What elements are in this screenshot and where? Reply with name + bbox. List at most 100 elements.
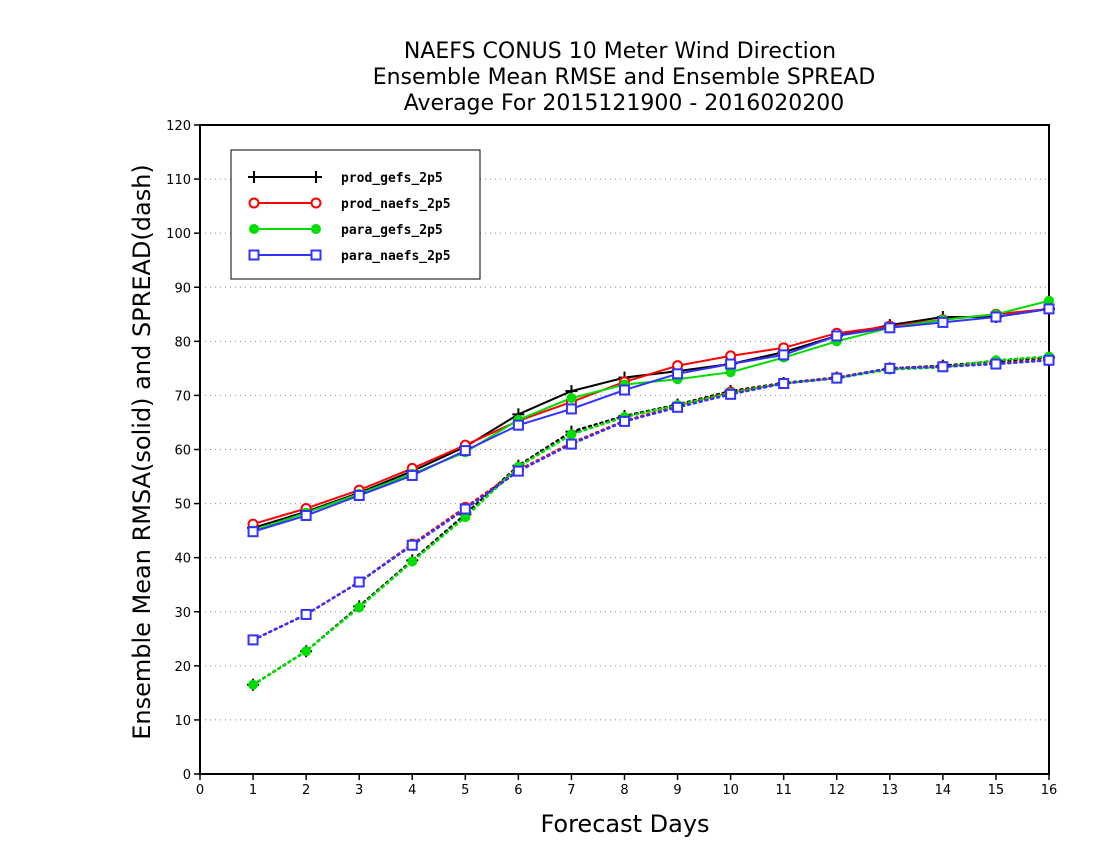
- rmse-line-prod_gefs_2p5: [252, 307, 1050, 529]
- spread-point-para_gefs_2p5: [248, 679, 259, 690]
- spread-point-para_naefs_2p5: [672, 401, 684, 413]
- y-tick-label: 60: [174, 444, 191, 459]
- legend-label-para_naefs_2p5: para_naefs_2p5: [341, 249, 451, 264]
- x-tick-label: 5: [461, 783, 469, 798]
- y-tick-label: 90: [174, 281, 191, 296]
- legend-box: [230, 149, 481, 280]
- x-tick-label: 7: [567, 783, 575, 798]
- legend-marker-para_gefs_2p5: [311, 224, 321, 234]
- rmse-point-para_naefs_2p5: [990, 311, 1002, 323]
- chart-title: NAEFS CONUS 10 Meter Wind Direction Ense…: [373, 39, 876, 116]
- spread-point-para_naefs_2p5: [353, 576, 365, 588]
- legend-label-para_gefs_2p5: para_gefs_2p5: [341, 223, 443, 238]
- rmse-line-prod_naefs_2p5: [252, 307, 1050, 526]
- spread-point-para_naefs_2p5: [247, 634, 259, 646]
- rmse-point-para_naefs_2p5: [512, 419, 524, 431]
- spread-point-para_gefs_2p5: [301, 646, 312, 657]
- x-tick-label: 8: [620, 783, 628, 798]
- y-tick-label: 50: [174, 498, 191, 513]
- rmse-point-para_naefs_2p5: [353, 489, 365, 501]
- y-tick-label: 40: [174, 552, 191, 567]
- rmse-point-para_naefs_2p5: [247, 526, 259, 538]
- y-tick-label: 20: [174, 660, 191, 675]
- spread-point-para_naefs_2p5: [990, 358, 1002, 370]
- spread-lines: [251, 355, 1051, 687]
- x-tick-label: 0: [196, 783, 204, 798]
- spread-point-para_naefs_2p5: [778, 378, 790, 390]
- legend-marker-prod_gefs_2p5: [248, 171, 260, 183]
- x-tick-label: 2: [302, 783, 310, 798]
- spread-point-para_gefs_2p5: [354, 602, 365, 613]
- spread-line-prod_gefs_2p5: [251, 356, 1051, 687]
- rmse-point-para_naefs_2p5: [725, 358, 737, 370]
- title-line-1: NAEFS CONUS 10 Meter Wind Direction: [404, 39, 836, 64]
- x-tick-label: 6: [514, 783, 522, 798]
- rmse-point-para_naefs_2p5: [1043, 303, 1055, 315]
- y-tick-label: 110: [166, 173, 191, 188]
- rmse-line-para_naefs_2p5: [252, 307, 1050, 533]
- legend-label-prod_gefs_2p5: prod_gefs_2p5: [341, 171, 443, 186]
- x-tick-label: 10: [722, 783, 739, 798]
- rmse-point-para_naefs_2p5: [300, 509, 312, 521]
- legend-label-prod_naefs_2p5: prod_naefs_2p5: [341, 197, 451, 212]
- x-tick-label: 14: [935, 783, 952, 798]
- spread-point-para_gefs_2p5: [566, 429, 577, 440]
- rmse-point-para_naefs_2p5: [831, 330, 843, 342]
- rmse-point-para_naefs_2p5: [937, 316, 949, 328]
- spread-point-para_naefs_2p5: [565, 438, 577, 450]
- x-axis-title: Forecast Days: [540, 810, 709, 838]
- spread-point-para_naefs_2p5: [512, 465, 524, 477]
- spread-point-para_naefs_2p5: [459, 503, 471, 515]
- spread-point-para_naefs_2p5: [884, 362, 896, 374]
- rmse-point-para_naefs_2p5: [459, 445, 471, 457]
- legend-marker-prod_gefs_2p5: [310, 171, 322, 183]
- x-tick-label: 1: [249, 783, 257, 798]
- rmse-point-para_gefs_2p5: [566, 393, 577, 404]
- legend-marker-prod_naefs_2p5: [310, 197, 322, 209]
- spread-point-para_gefs_2p5: [407, 556, 418, 567]
- legend-marker-para_naefs_2p5: [310, 249, 322, 261]
- x-tick-label: 15: [988, 783, 1005, 798]
- x-tick-label: 13: [882, 783, 899, 798]
- rmse-point-para_naefs_2p5: [619, 384, 630, 396]
- title-line-2: Ensemble Mean RMSE and Ensemble SPREAD: [373, 65, 876, 90]
- spread-point-para_naefs_2p5: [406, 539, 418, 551]
- spread-point-para_naefs_2p5: [831, 372, 843, 384]
- y-tick-label: 10: [174, 714, 191, 729]
- legend: prod_gefs_2p5 prod_naefs_2p5 para_gefs_2p5…: [230, 149, 481, 280]
- y-tick-label: 70: [174, 389, 191, 404]
- y-tick-label: 80: [174, 335, 191, 350]
- spread-point-para_naefs_2p5: [725, 388, 737, 400]
- x-tick-label: 11: [775, 783, 792, 798]
- x-tick-label: 9: [673, 783, 681, 798]
- y-axis-title: Ensemble Mean RMSA(solid) and SPREAD(das…: [128, 164, 156, 740]
- rmse-point-para_naefs_2p5: [565, 403, 577, 415]
- markers: [247, 295, 1055, 691]
- spread-point-para_naefs_2p5: [1043, 354, 1055, 366]
- x-tick-label: 16: [1041, 783, 1058, 798]
- rmse-point-para_naefs_2p5: [884, 322, 896, 334]
- legend-marker-para_naefs_2p5: [248, 249, 260, 261]
- y-tick-label: 0: [183, 768, 191, 783]
- y-tick-label: 100: [166, 227, 191, 242]
- spread-point-para_naefs_2p5: [937, 361, 949, 373]
- y-tick-label: 30: [174, 606, 191, 621]
- spread-point-para_naefs_2p5: [300, 608, 312, 620]
- rmse-point-para_naefs_2p5: [778, 349, 790, 361]
- spread-line-para_naefs_2p5: [251, 359, 1051, 642]
- rmse-point-para_naefs_2p5: [406, 469, 418, 481]
- spread-line-para_gefs_2p5: [251, 355, 1051, 687]
- legend-marker-prod_naefs_2p5: [248, 197, 260, 209]
- spread-line-prod_naefs_2p5: [251, 358, 1051, 642]
- title-line-3: Average For 2015121900 - 2016020200: [404, 91, 845, 116]
- spread-point-para_naefs_2p5: [619, 415, 630, 427]
- y-tick-label: 120: [166, 119, 191, 134]
- rmse-line-para_gefs_2p5: [252, 299, 1050, 532]
- rmse-point-para_naefs_2p5: [672, 368, 684, 380]
- x-tick-label: 12: [828, 783, 845, 798]
- legend-marker-para_gefs_2p5: [249, 224, 259, 234]
- x-tick-label: 4: [408, 783, 416, 798]
- rmse-lines: [252, 299, 1050, 533]
